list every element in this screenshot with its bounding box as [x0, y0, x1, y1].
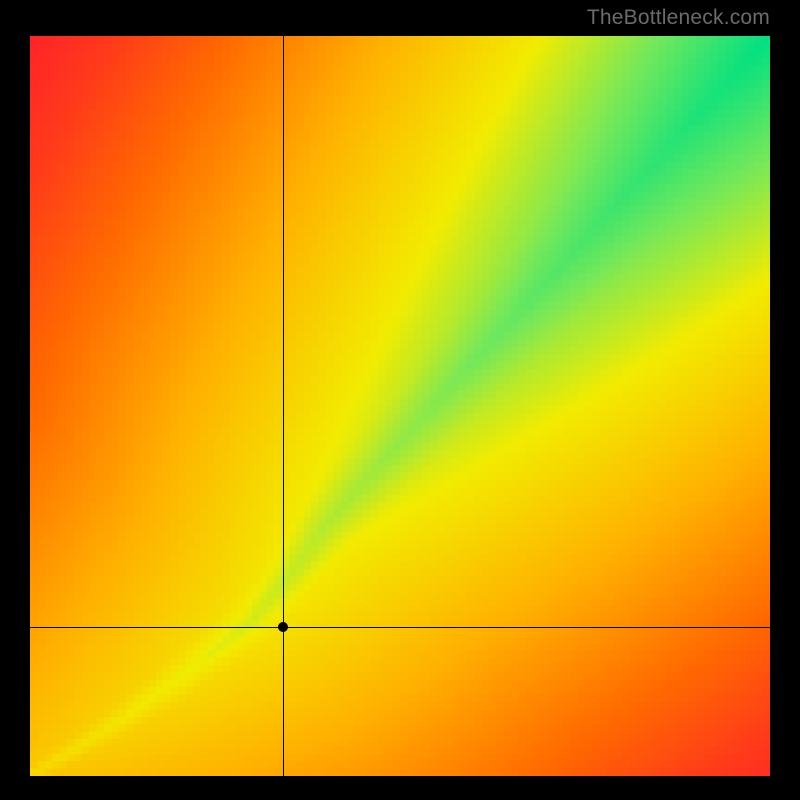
heatmap-canvas [30, 36, 770, 776]
crosshair-horizontal-line [30, 627, 770, 628]
bottleneck-marker-dot [278, 622, 288, 632]
watermark-text: TheBottleneck.com [587, 6, 770, 30]
heatmap-plot-area [30, 36, 770, 776]
crosshair-vertical-line [283, 36, 284, 776]
